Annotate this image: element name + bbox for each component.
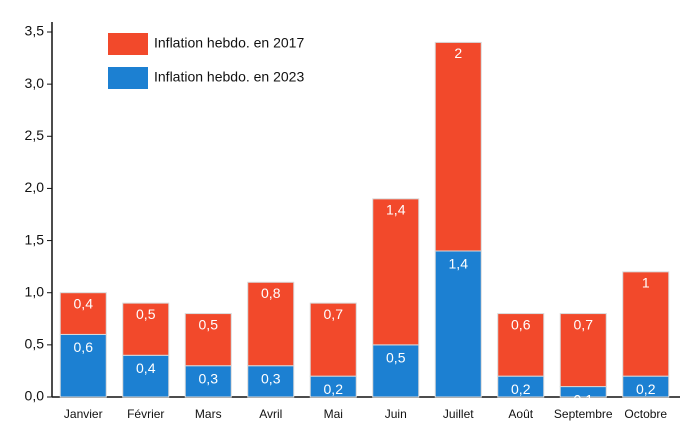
bar-segment: [372, 344, 420, 398]
value-label: 0,2: [511, 381, 531, 397]
bar-segment: [122, 354, 170, 398]
value-label: 0,5: [136, 306, 156, 322]
legend-label: Inflation hebdo. en 2023: [154, 69, 304, 85]
value-label: 1,4: [449, 256, 469, 272]
value-label: 0,7: [324, 306, 344, 322]
value-label: 0,1: [574, 391, 594, 407]
bar-segment: [309, 302, 357, 377]
y-tick-label: 3,5: [25, 23, 45, 39]
bar-segment: [184, 365, 232, 398]
value-label: 0,7: [574, 316, 594, 332]
x-tick-label: Mai: [324, 407, 343, 421]
y-tick-label: 0,5: [25, 336, 45, 352]
value-label: 0,5: [386, 350, 406, 366]
bar-segment: [497, 313, 545, 377]
bar-segment: [434, 41, 482, 252]
bar-segment: [372, 198, 420, 346]
y-tick-label: 3,0: [25, 75, 45, 91]
value-label: 0,6: [511, 316, 531, 332]
x-tick-label: Août: [508, 407, 533, 421]
x-tick-label: Avril: [259, 407, 282, 421]
x-tick-label: Janvier: [64, 407, 103, 421]
bar-segment: [622, 271, 670, 377]
bar-segment: [122, 302, 170, 356]
value-label: 0,3: [261, 370, 281, 386]
value-label: 2: [454, 45, 462, 61]
x-tick-label: Mars: [195, 407, 222, 421]
y-tick-label: 1,0: [25, 283, 45, 299]
x-tick-label: Juin: [385, 407, 407, 421]
y-tick-label: 0,0: [25, 388, 45, 404]
bar-segment: [184, 313, 232, 367]
value-label: 0,3: [199, 370, 219, 386]
legend-label: Inflation hebdo. en 2017: [154, 35, 304, 51]
value-label: 0,2: [636, 381, 656, 397]
value-label: 0,6: [74, 339, 94, 355]
bar-segment: [247, 365, 295, 398]
y-tick-label: 2,0: [25, 179, 45, 195]
value-label: 1: [642, 275, 650, 291]
value-label: 0,2: [324, 381, 344, 397]
value-label: 1,4: [386, 202, 406, 218]
value-label: 0,4: [74, 295, 94, 311]
x-tick-label: Octobre: [624, 407, 667, 421]
legend-swatch: [108, 67, 148, 89]
bar-segment: [247, 281, 295, 367]
value-label: 0,8: [261, 285, 281, 301]
x-tick-label: Février: [127, 407, 164, 421]
y-tick-label: 2,5: [25, 127, 45, 143]
x-tick-label: Septembre: [554, 407, 613, 421]
x-tick-label: Juillet: [443, 407, 474, 421]
y-tick-label: 1,5: [25, 231, 45, 247]
bar-segment: [434, 250, 482, 398]
bar-segment: [559, 313, 607, 388]
legend-swatch: [108, 33, 148, 55]
value-label: 0,5: [199, 316, 219, 332]
bar-segment: [59, 292, 107, 335]
value-label: 0,4: [136, 360, 156, 376]
